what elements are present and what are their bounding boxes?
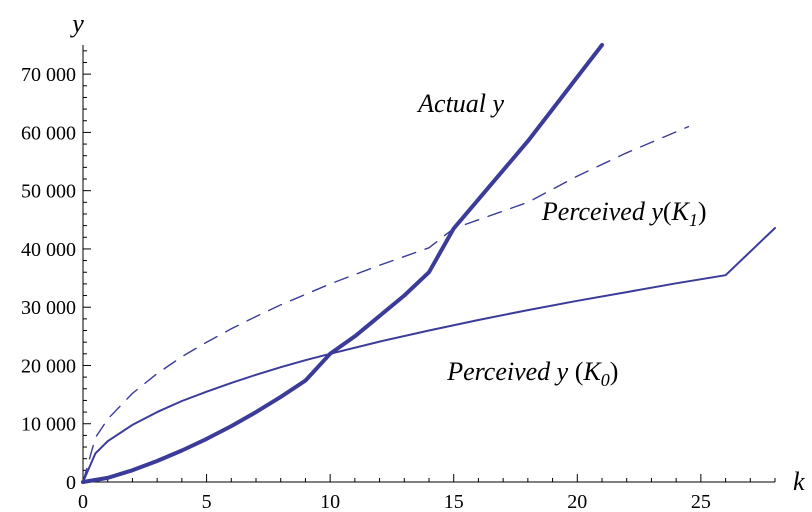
y-tick-label: 60 000 (21, 122, 76, 144)
annotation-perceived-y-k0: Perceived y (K0) (446, 357, 618, 390)
axis-ticks: 0 5 10 15 20 25 0 10 000 20 000 30 000 40 000 50 00… (21, 50, 776, 512)
x-tick-label: 5 (202, 491, 212, 512)
x-tick-label: 25 (691, 491, 711, 512)
annotation-actual-y: Actual y (416, 89, 504, 118)
y-tick-label: 40 000 (21, 239, 76, 261)
y-tick-label: 30 000 (21, 297, 76, 319)
y-tick-label: 20 000 (21, 355, 76, 377)
y-axis-title: y (69, 9, 84, 38)
y-tick-label: 0 (66, 472, 76, 494)
series-group (81, 43, 776, 484)
x-tick-label: 0 (78, 491, 88, 512)
x-tick-label: 20 (567, 491, 587, 512)
x-tick-label: 15 (444, 491, 464, 512)
y-tick-label: 50 000 (21, 181, 76, 203)
x-tick-label: 10 (320, 491, 340, 512)
y-tick-label: 70 000 (21, 64, 76, 86)
series-actual-y (81, 43, 604, 484)
series-perceived-y-k0 (82, 227, 776, 483)
annotation-perceived-y-k1: Perceived y(K1) (541, 197, 707, 230)
y-tick-label: 10 000 (21, 414, 76, 436)
series-perceived-y-k1 (82, 125, 690, 483)
x-axis-title: k (793, 467, 805, 496)
